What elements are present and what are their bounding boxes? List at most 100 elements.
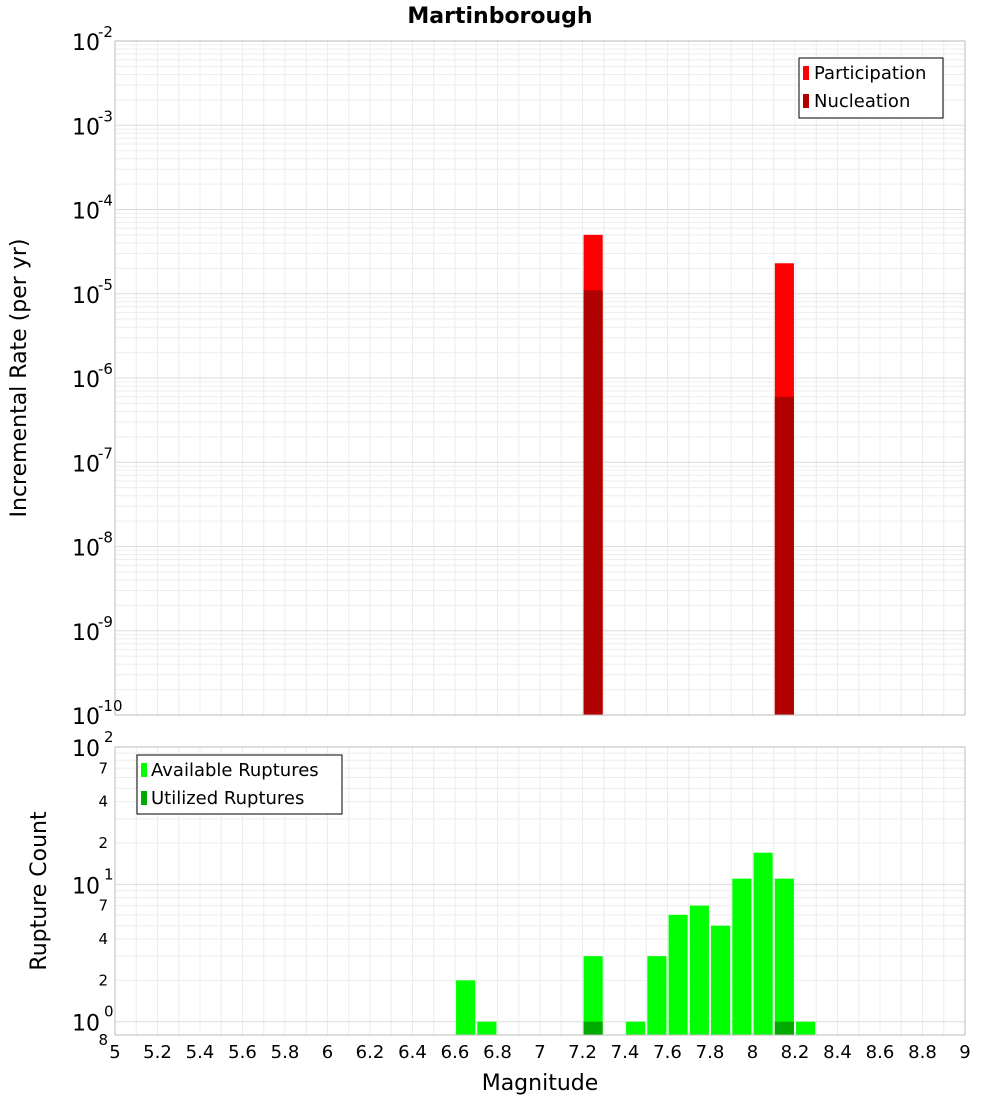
top-y-tick-exp: -6 [98,360,113,378]
top-y-tick-base: 10 [72,621,100,646]
bottom-y-minor-label: 2 [98,971,108,989]
bottom-bar-available-ruptures [583,956,603,1035]
x-tick-label: 7.8 [696,1042,725,1063]
bottom-bar-available-ruptures [753,852,773,1035]
top-y-tick-label: 10-7 [72,444,113,477]
top-y-tick-exp: -4 [98,192,113,210]
bottom-y-minor-label: 7 [98,897,108,915]
x-tick-label: 6.6 [441,1042,470,1063]
x-tick-label: 9 [959,1042,970,1063]
top-y-tick-exp: -3 [98,107,113,125]
legend-swatch-utilized-ruptures [141,791,147,805]
top-legend: Participation Nucleation [798,57,944,119]
x-tick-label: 5.4 [186,1042,215,1063]
x-tick-label: 5.8 [271,1042,300,1063]
top-y-tick-label: 10-4 [72,192,113,225]
top-y-tick-base: 10 [72,200,100,225]
x-axis-label: Magnitude [482,1071,599,1096]
bottom-y-tick-label: 10 1 [72,865,114,899]
top-y-tick-base: 10 [72,368,100,393]
top-y-tick-base: 10 [72,31,100,56]
bottom-bar-available-ruptures [477,1021,497,1035]
chart-title: Martinborough [407,4,592,29]
top-y-axis-label: Incremental Rate (per yr) [7,239,32,518]
bottom-legend: Available Ruptures Utilized Ruptures [136,754,343,815]
top-y-tick-label: 10-9 [72,613,113,646]
bottom-bar-available-ruptures [711,925,731,1035]
legend-label-nucleation: Nucleation [814,91,910,112]
bottom-y-tick-exp: 0 [104,1003,114,1021]
bottom-bar-available-ruptures [668,914,688,1035]
bottom-bar-utilized-ruptures [774,1021,794,1035]
top-y-tick-label: 10-10 [72,697,123,730]
top-y-tick-exp: -9 [98,613,113,631]
x-tick-label: 7.6 [653,1042,682,1063]
x-tick-label: 7 [534,1042,545,1063]
bottom-y-tick-exp: 2 [104,728,114,746]
top-y-tick-exp: -2 [98,23,113,41]
legend-swatch-available-ruptures [141,763,147,777]
bottom-y-tick-base: 10 [72,874,100,899]
bottom-bar-available-ruptures [626,1021,646,1035]
top-y-tick-base: 10 [72,537,100,562]
top-y-tick-base: 10 [72,284,100,309]
top-y-tick-exp: -8 [98,529,113,547]
bottom-y-minor-label: 7 [98,759,108,777]
bottom-y-tick-exp: 1 [104,865,114,883]
top-panel: 10-1010-910-810-710-610-510-410-310-2Inc… [7,23,966,730]
bottom-y-minor-label: 4 [98,793,108,811]
x-tick-label: 6.2 [356,1042,385,1063]
bottom-bar-available-ruptures [647,956,667,1035]
x-tick-label: 6 [322,1042,333,1063]
top-y-tick-exp: -10 [98,697,123,715]
bottom-y-minor-label: 2 [98,834,108,852]
bottom-y-tick-label: 100 [72,1003,114,1037]
legend-swatch-nucleation [803,94,809,108]
top-y-tick-base: 10 [72,115,100,140]
bottom-bar-available-ruptures [456,980,476,1035]
x-tick-label: 6.8 [483,1042,512,1063]
top-bar-nucleation [583,290,603,715]
bottom-y-tick-label: 10 2 [72,728,114,762]
top-y-tick-label: 10-3 [72,107,113,140]
bottom-bar-available-ruptures [689,905,709,1035]
legend-label-available-ruptures: Available Ruptures [151,760,319,781]
bottom-legend-box [136,754,343,815]
x-tick-label: 6.4 [398,1042,427,1063]
bottom-y-tick-base: 10 [72,1012,100,1037]
bottom-y-axis-label: Rupture Count [27,811,52,971]
x-tick-label: 8.2 [781,1042,810,1063]
top-y-tick-base: 10 [72,705,100,730]
x-tick-label: 7.4 [611,1042,640,1063]
bottom-y-tick-base: 10 [72,737,100,762]
legend-swatch-participation [803,66,809,80]
bottom-bar-available-ruptures [732,878,752,1035]
x-tick-label: 5 [109,1042,120,1063]
x-tick-label: 8.4 [823,1042,852,1063]
bottom-bar-available-ruptures [796,1021,816,1035]
top-y-tick-base: 10 [72,452,100,477]
top-y-tick-exp: -5 [98,276,113,294]
top-y-tick-label: 10-8 [72,529,113,562]
bottom-bar-utilized-ruptures [583,1021,603,1035]
x-tick-label: 8.8 [908,1042,937,1063]
x-tick-label: 5.2 [143,1042,172,1063]
top-y-tick-label: 10-5 [72,276,113,309]
top-y-tick-label: 10-2 [72,23,113,56]
top-legend-box [798,57,944,119]
bottom-bar-available-ruptures [774,878,794,1035]
x-tick-label: 8 [747,1042,758,1063]
x-tick-label: 5.6 [228,1042,257,1063]
bottom-y-minor-label: 8 [98,1031,108,1049]
top-y-tick-exp: -7 [98,444,113,462]
top-y-tick-label: 10-6 [72,360,113,393]
x-tick-label: 8.6 [866,1042,895,1063]
legend-label-participation: Participation [814,63,926,84]
bottom-plot-border [114,746,966,1036]
x-tick-label: 7.2 [568,1042,597,1063]
top-plot-border [114,40,966,716]
legend-label-utilized-ruptures: Utilized Ruptures [151,788,304,809]
